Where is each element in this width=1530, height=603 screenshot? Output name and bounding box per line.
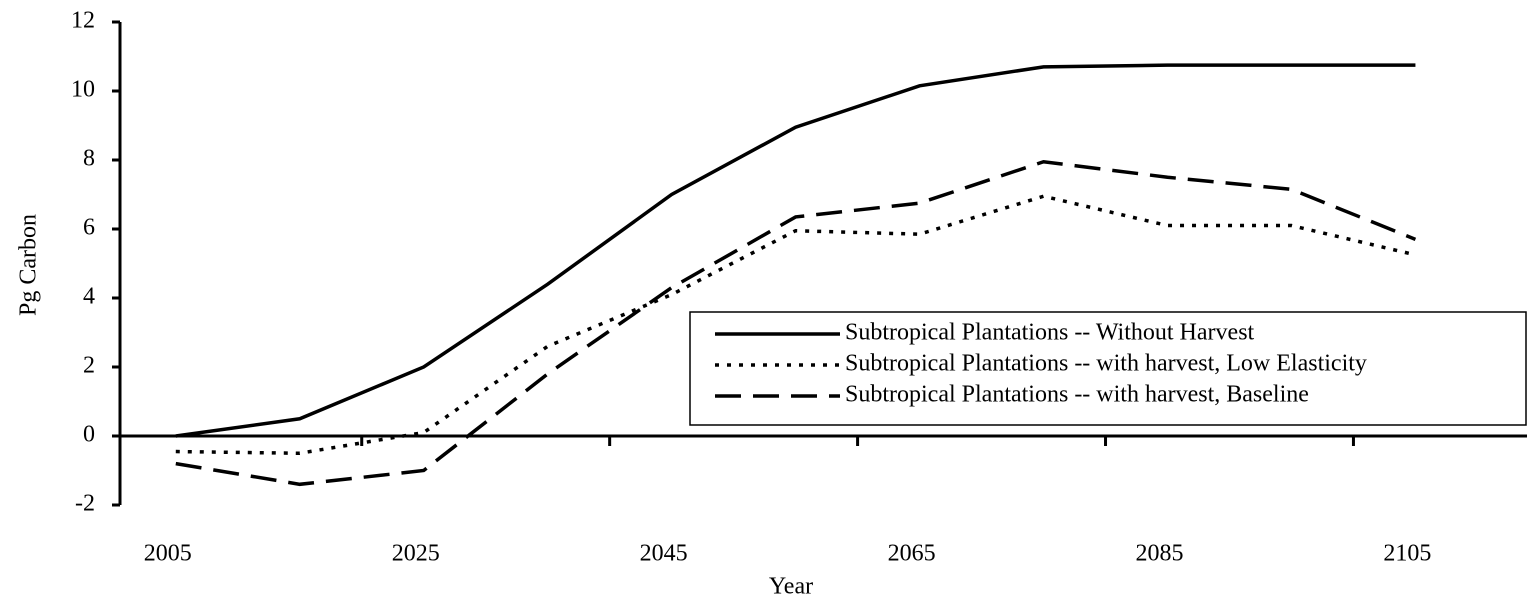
series-line <box>175 194 1416 456</box>
legend-box <box>689 311 1527 426</box>
y-tick-label: 8 <box>83 146 95 172</box>
y-tick-label: 4 <box>83 284 95 310</box>
x-tick-label: 2085 <box>1136 541 1184 567</box>
x-tick-label: 2065 <box>888 541 936 567</box>
y-tick-label: -2 <box>75 491 95 517</box>
y-tick-label: 10 <box>71 77 95 103</box>
legend-label: Subtropical Plantations -- with harvest,… <box>845 382 1309 408</box>
x-tick-label: 2025 <box>392 541 440 567</box>
y-tick-label: 6 <box>83 215 95 241</box>
series-line <box>175 159 1417 487</box>
legend-label: Subtropical Plantations -- with harvest,… <box>845 351 1367 377</box>
y-tick-label: 2 <box>83 353 95 379</box>
x-tick-label: 2005 <box>144 541 192 567</box>
y-tick-label: 12 <box>71 8 95 34</box>
y-axis-label: Pg Carbon <box>16 214 42 316</box>
legend-label: Subtropical Plantations -- Without Harve… <box>845 320 1255 346</box>
x-tick-label: 2105 <box>1383 541 1431 567</box>
x-tick-label: 2045 <box>640 541 688 567</box>
y-tick-label: 0 <box>83 422 95 448</box>
x-axis-label: Year <box>769 574 813 600</box>
series-line <box>175 63 1416 438</box>
